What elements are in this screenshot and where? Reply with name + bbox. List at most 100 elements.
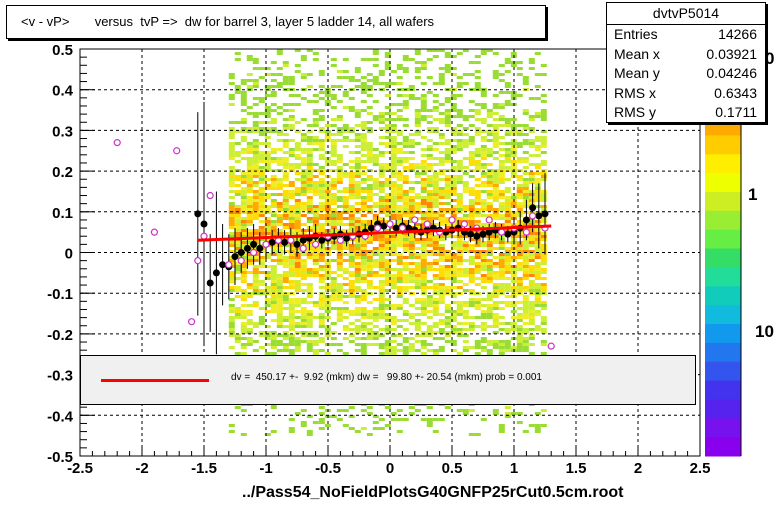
heatmap-cell	[444, 118, 451, 121]
heatmap-cell	[372, 76, 379, 79]
heatmap-cell	[366, 151, 373, 154]
heatmap-cell	[378, 184, 385, 187]
heatmap-cell	[444, 178, 451, 181]
heatmap-cell	[474, 301, 481, 304]
heatmap-cell	[258, 256, 265, 259]
heatmap-cell	[360, 289, 367, 292]
colorbar-segment	[705, 173, 741, 193]
heatmap-cell	[330, 289, 337, 292]
heatmap-cell	[240, 97, 247, 100]
heatmap-cell	[246, 322, 253, 325]
heatmap-cell	[366, 412, 373, 415]
heatmap-cell	[438, 337, 445, 340]
heatmap-cell	[360, 85, 367, 88]
heatmap-cell	[432, 94, 439, 97]
heatmap-cell	[270, 151, 277, 154]
heatmap-cell	[504, 250, 511, 253]
heatmap-cell	[330, 154, 337, 157]
heatmap-cell	[420, 202, 427, 205]
heatmap-cell	[252, 286, 259, 289]
heatmap-cell	[288, 247, 295, 250]
heatmap-cell	[450, 262, 457, 265]
heatmap-cell	[462, 310, 469, 313]
heatmap-cell	[420, 166, 427, 169]
heatmap-cell	[234, 217, 241, 220]
heatmap-cell	[468, 160, 475, 163]
heatmap-cell	[498, 352, 505, 355]
heatmap-cell	[498, 178, 505, 181]
heatmap-cell	[288, 148, 295, 151]
heatmap-cell	[252, 322, 259, 325]
heatmap-cell	[456, 205, 463, 208]
heatmap-cell	[396, 199, 403, 202]
heatmap-cell	[300, 139, 307, 142]
heatmap-cell	[264, 298, 271, 301]
heatmap-cell	[468, 205, 475, 208]
heatmap-cell	[240, 208, 247, 211]
heatmap-cell	[456, 244, 463, 247]
heatmap-cell	[540, 139, 547, 142]
heatmap-cell	[474, 343, 481, 346]
heatmap-cell	[402, 214, 409, 217]
heatmap-cell	[270, 304, 277, 307]
heatmap-cell	[366, 85, 373, 88]
heatmap-cell	[498, 166, 505, 169]
heatmap-cell	[534, 268, 541, 271]
heatmap-cell	[480, 346, 487, 349]
heatmap-cell	[390, 202, 397, 205]
heatmap-cell	[456, 94, 463, 97]
heatmap-cell	[294, 232, 301, 235]
heatmap-cell	[432, 298, 439, 301]
heatmap-cell	[294, 217, 301, 220]
heatmap-cell	[300, 271, 307, 274]
heatmap-cell	[510, 94, 517, 97]
heatmap-cell	[306, 178, 313, 181]
heatmap-cell	[420, 181, 427, 184]
heatmap-cell	[246, 169, 253, 172]
heatmap-cell	[528, 304, 535, 307]
heatmap-cell	[432, 175, 439, 178]
heatmap-cell	[504, 223, 511, 226]
heatmap-cell	[234, 241, 241, 244]
heatmap-cell	[318, 250, 325, 253]
heatmap-cell	[414, 283, 421, 286]
heatmap-cell	[264, 220, 271, 223]
heatmap-cell	[318, 406, 325, 409]
heatmap-cell	[480, 229, 487, 232]
heatmap-cell	[342, 190, 349, 193]
heatmap-cell	[360, 322, 367, 325]
heatmap-cell	[300, 232, 307, 235]
heatmap-cell	[510, 328, 517, 331]
heatmap-cell	[264, 121, 271, 124]
heatmap-cell	[294, 247, 301, 250]
heatmap-cell	[414, 301, 421, 304]
heatmap-cell	[234, 247, 241, 250]
heatmap-cell	[228, 97, 235, 100]
heatmap-cell	[462, 346, 469, 349]
heatmap-cell	[240, 241, 247, 244]
heatmap-cell	[462, 82, 469, 85]
heatmap-cell	[390, 151, 397, 154]
profile-point	[343, 234, 351, 242]
heatmap-cell	[444, 196, 451, 199]
heatmap-cell	[426, 328, 433, 331]
heatmap-cell	[282, 343, 289, 346]
heatmap-cell	[282, 166, 289, 169]
heatmap-cell	[252, 211, 259, 214]
heatmap-cell	[240, 100, 247, 103]
heatmap-cell	[348, 127, 355, 130]
heatmap-cell	[420, 268, 427, 271]
heatmap-cell	[258, 250, 265, 253]
heatmap-cell	[390, 268, 397, 271]
heatmap-cell	[402, 232, 409, 235]
heatmap-cell	[336, 175, 343, 178]
heatmap-cell	[426, 253, 433, 256]
heatmap-cell	[450, 94, 457, 97]
colorbar-segment	[705, 267, 741, 287]
heatmap-cell	[342, 229, 349, 232]
heatmap-cell	[426, 331, 433, 334]
heatmap-cell	[294, 130, 301, 133]
heatmap-cell	[264, 253, 271, 256]
heatmap-cell	[540, 409, 547, 412]
heatmap-cell	[498, 289, 505, 292]
